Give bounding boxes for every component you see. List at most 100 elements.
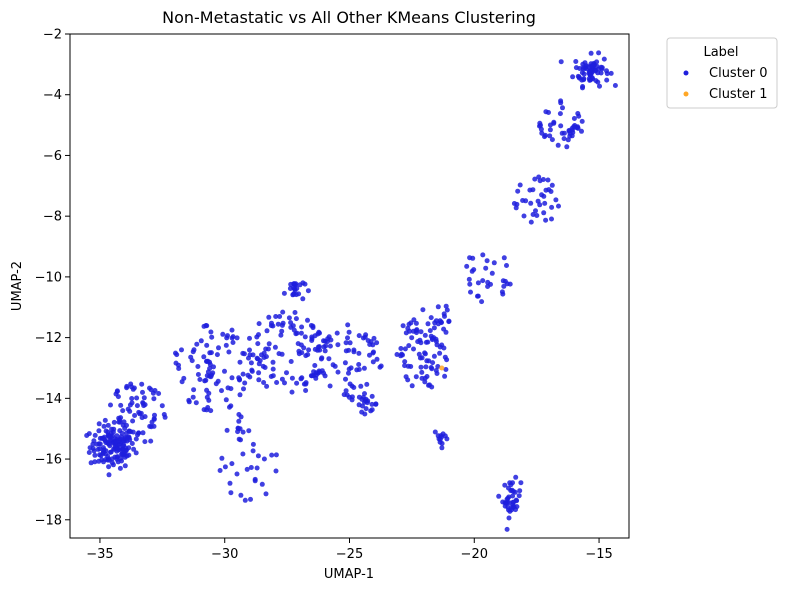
- data-point-cluster-0: [201, 354, 207, 360]
- data-point-cluster-0: [235, 425, 241, 431]
- data-point-cluster-0: [287, 286, 293, 291]
- data-point-cluster-0: [346, 347, 352, 353]
- data-point-cluster-0: [207, 350, 213, 356]
- data-point-cluster-0: [433, 368, 439, 373]
- data-point-cluster-0: [435, 304, 441, 310]
- data-point-cluster-0: [273, 452, 279, 458]
- data-point-cluster-0: [604, 77, 610, 83]
- y-tick-label: −14: [35, 392, 62, 407]
- data-point-cluster-0: [411, 328, 416, 334]
- data-point-cluster-0: [289, 375, 295, 381]
- data-point-cluster-0: [546, 187, 552, 193]
- data-point-cluster-0: [423, 339, 429, 345]
- data-point-cluster-0: [256, 370, 262, 376]
- data-point-cluster-0: [343, 388, 349, 394]
- data-point-cluster-0: [432, 429, 438, 435]
- data-point-cluster-0: [318, 356, 324, 362]
- data-point-cluster-0: [216, 345, 221, 351]
- data-point-cluster-0: [443, 367, 449, 372]
- data-point-cluster-0: [227, 480, 233, 486]
- data-point-cluster-0: [402, 359, 408, 365]
- data-point-cluster-0: [506, 515, 512, 521]
- data-point-cluster-0: [409, 383, 415, 389]
- data-point-cluster-0: [513, 205, 519, 211]
- data-point-cluster-0: [288, 281, 294, 287]
- data-point-cluster-0: [349, 397, 355, 403]
- data-point-cluster-0: [260, 363, 266, 369]
- data-point-cluster-0: [485, 284, 491, 289]
- data-point-cluster-0: [90, 446, 96, 451]
- data-point-cluster-0: [293, 316, 299, 322]
- x-axis-label: UMAP-1: [324, 567, 374, 582]
- data-point-cluster-0: [241, 351, 247, 357]
- data-point-cluster-0: [489, 270, 495, 276]
- data-point-cluster-0: [347, 340, 353, 346]
- data-point-cluster-0: [540, 177, 546, 182]
- data-point-cluster-0: [398, 346, 404, 351]
- data-point-cluster-0: [330, 362, 336, 368]
- data-point-cluster-0: [356, 362, 362, 367]
- data-point-cluster-0: [367, 352, 372, 358]
- data-point-cluster-0: [270, 359, 276, 365]
- data-point-cluster-0: [290, 323, 296, 329]
- plot-area: [70, 34, 629, 538]
- data-point-cluster-0: [133, 436, 139, 442]
- data-point-cluster-0: [162, 414, 168, 420]
- data-point-cluster-0: [294, 330, 300, 336]
- data-point-cluster-0: [362, 399, 367, 405]
- data-point-cluster-0: [273, 314, 279, 319]
- data-point-cluster-0: [299, 324, 305, 330]
- data-point-cluster-0: [181, 375, 187, 381]
- data-point-cluster-0: [369, 407, 375, 413]
- data-point-cluster-0: [240, 451, 246, 457]
- data-point-cluster-0: [186, 399, 192, 405]
- data-point-cluster-0: [204, 387, 210, 393]
- data-point-cluster-0: [222, 368, 227, 374]
- data-point-cluster-0: [575, 125, 581, 131]
- data-point-cluster-0: [444, 307, 450, 313]
- data-point-cluster-0: [334, 330, 340, 336]
- data-point-cluster-0: [501, 283, 507, 289]
- data-point-cluster-0: [244, 466, 250, 472]
- data-point-cluster-0: [205, 369, 211, 375]
- data-point-cluster-0: [444, 357, 450, 363]
- data-point-cluster-0: [292, 310, 298, 315]
- data-point-cluster-0: [101, 423, 107, 429]
- data-point-cluster-0: [188, 354, 194, 360]
- data-point-cluster-0: [299, 350, 305, 356]
- y-tick-label: −6: [43, 149, 62, 164]
- data-point-cluster-0: [132, 413, 138, 418]
- data-point-cluster-0: [555, 142, 561, 148]
- data-point-cluster-0: [134, 395, 140, 401]
- data-point-cluster-0: [520, 198, 526, 203]
- data-point-cluster-0: [102, 417, 108, 423]
- data-point-cluster-0: [347, 381, 353, 387]
- y-tick-label: −18: [35, 513, 62, 528]
- data-point-cluster-0: [300, 296, 306, 302]
- data-point-cluster-0: [265, 346, 271, 352]
- data-point-cluster-0: [561, 136, 567, 142]
- data-point-cluster-0: [264, 328, 270, 334]
- data-point-cluster-0: [558, 123, 564, 129]
- data-point-cluster-0: [118, 434, 124, 440]
- x-tick-label: −30: [211, 547, 238, 562]
- data-point-cluster-0: [217, 468, 223, 473]
- x-tick-label: −15: [585, 547, 612, 562]
- data-point-cluster-0: [587, 68, 593, 74]
- data-point-cluster-0: [303, 380, 309, 386]
- data-point-cluster-0: [346, 329, 352, 335]
- data-point-cluster-0: [566, 128, 572, 134]
- data-point-cluster-0: [575, 111, 581, 116]
- data-point-cluster-0: [156, 391, 162, 396]
- data-point-cluster-0: [291, 292, 297, 297]
- data-point-cluster-0: [294, 380, 300, 386]
- data-point-cluster-0: [549, 137, 555, 143]
- data-point-cluster-0: [197, 377, 203, 382]
- data-point-cluster-0: [110, 462, 116, 468]
- data-point-cluster-0: [442, 313, 447, 319]
- data-point-cluster-0: [409, 335, 415, 341]
- data-point-cluster-0: [114, 446, 120, 452]
- data-point-cluster-0: [298, 330, 304, 336]
- data-point-cluster-0: [130, 386, 136, 392]
- data-point-cluster-0: [309, 338, 315, 343]
